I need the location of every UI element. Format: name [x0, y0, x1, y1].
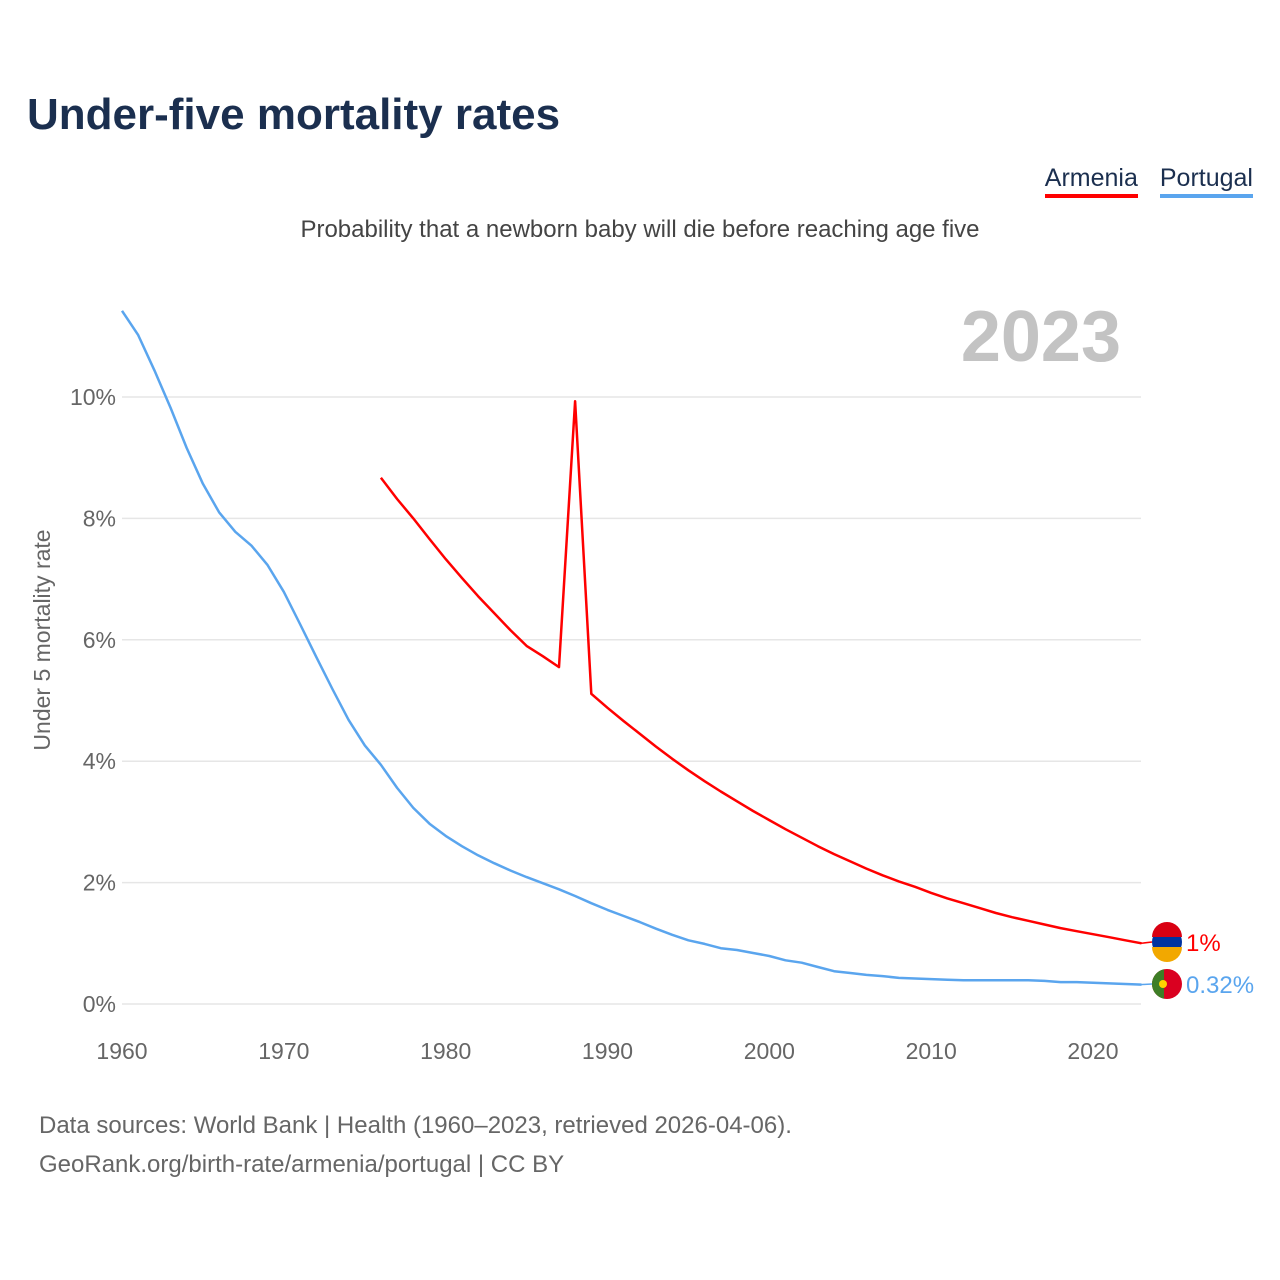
- end-value-label: 1%: [1186, 930, 1221, 957]
- y-tick-label: 2%: [83, 870, 116, 896]
- flag-emblem: [1159, 980, 1167, 988]
- series-line-armenia: [379, 399, 1142, 945]
- flag-stripe: [1151, 969, 1164, 999]
- y-tick-label: 4%: [83, 748, 116, 774]
- x-tick-label: 1990: [582, 1038, 633, 1064]
- chart-title: Under-five mortality rates: [27, 90, 561, 139]
- x-tick-label: 2000: [744, 1038, 795, 1064]
- legend-portugal[interactable]: Portugal: [1159, 164, 1253, 198]
- y-axis-label: Under 5 mortality rate: [29, 529, 55, 750]
- url-line[interactable]: GeoRank.org/birth-rate/armenia/portugal …: [39, 1151, 565, 1178]
- year-label: 2023: [961, 297, 1121, 377]
- legend: Armenia Portugal: [1044, 164, 1253, 198]
- end-value-label: 0.32%: [1186, 972, 1254, 999]
- y-tick-label: 6%: [83, 627, 116, 653]
- source-line: Data sources: World Bank | Health (1960–…: [39, 1112, 792, 1139]
- x-tick-label: 1960: [96, 1038, 147, 1064]
- x-tick-label: 1970: [258, 1038, 309, 1064]
- flag-stripe: [1152, 947, 1182, 962]
- chart-subtitle: Probability that a newborn baby will die…: [300, 216, 980, 243]
- flag-stripe: [1152, 922, 1182, 937]
- series-line-portugal: [120, 310, 1142, 986]
- y-tick-label: 8%: [83, 505, 116, 531]
- y-tick-label: 0%: [83, 991, 116, 1017]
- y-tick-label: 10%: [70, 384, 116, 410]
- x-tick-label: 2010: [906, 1038, 957, 1064]
- x-tick-label: 1980: [420, 1038, 471, 1064]
- leader-line: [1140, 941, 1153, 945]
- x-tick-label: 2020: [1067, 1038, 1118, 1064]
- legend-armenia[interactable]: Armenia: [1044, 164, 1138, 198]
- footer: Data sources: World Bank | Health (1960–…: [39, 1106, 792, 1184]
- leader-line: [1140, 983, 1153, 986]
